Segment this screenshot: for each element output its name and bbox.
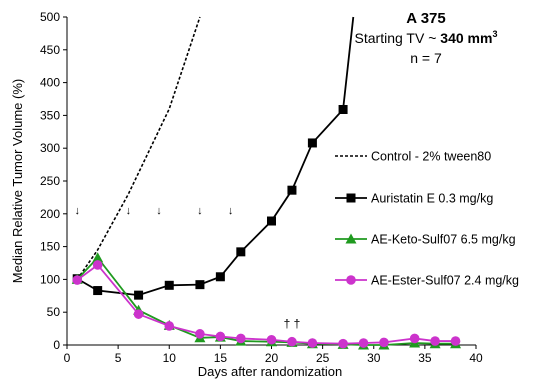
x-tick-label: 10: [163, 351, 177, 365]
death-markers: † †: [284, 316, 301, 330]
dosing-arrow: ↓: [228, 205, 234, 217]
tick-labels: 0 50 100 150 200 250 300 350 400 450 500 0 5 10 15 20 25…: [40, 10, 483, 365]
data-point: [92, 252, 104, 263]
data-point: [379, 337, 389, 348]
series-2: [71, 252, 462, 350]
data-point: [266, 334, 277, 345]
legend-marker: [345, 233, 357, 244]
y-tick-label: 500: [40, 10, 60, 24]
annotation-title: A 375: [406, 10, 445, 27]
data-point: [236, 247, 246, 257]
data-point: [164, 321, 175, 331]
data-point: [134, 290, 144, 300]
data-point: [195, 329, 205, 339]
y-tick-label: 250: [40, 174, 60, 188]
legend-marker: [346, 275, 356, 285]
legend-label: Auristatin E 0.3 mg/kg: [371, 192, 493, 206]
data-point: [450, 336, 461, 346]
y-tick-label: 400: [40, 76, 60, 90]
axes: [63, 16, 477, 349]
legend-item-3: AE-Ester-Sulf07 2.4 mg/kg: [335, 274, 519, 288]
y-tick-label: 200: [40, 207, 60, 221]
annotation-n: n = 7: [410, 50, 442, 66]
data-point: [133, 309, 144, 319]
legend-label: Control - 2% tween80: [371, 150, 491, 164]
y-tick-label: 300: [40, 141, 60, 155]
legend-label: AE-Keto-Sulf07 6.5 mg/kg: [371, 233, 516, 247]
y-tick-label: 50: [47, 305, 61, 319]
data-point: [409, 333, 420, 344]
y-axis-title: Median Relative Tumor Volume (%): [10, 79, 25, 283]
x-tick-label: 15: [214, 351, 228, 365]
data-point: [338, 104, 348, 114]
dosing-arrow: ↓: [197, 205, 203, 217]
legend-item-2: AE-Keto-Sulf07 6.5 mg/kg: [335, 233, 516, 247]
legend: Control - 2% tween80 Auristatin E 0.3 mg/…: [335, 150, 519, 288]
x-tick-label: 35: [418, 351, 432, 365]
series-3: [72, 260, 461, 349]
y-tick-label: 100: [40, 272, 60, 286]
x-tick-label: 0: [64, 351, 71, 365]
data-point: [287, 336, 297, 347]
legend-item-1: Auristatin E 0.3 mg/kg: [335, 192, 493, 206]
x-tick-label: 25: [316, 351, 330, 365]
annotation-starting-tv: Starting TV ~ 340 mm3: [355, 29, 498, 46]
series-line: [76, 16, 355, 297]
data-point: [93, 286, 103, 296]
data-point: [215, 331, 226, 342]
data-point: [307, 138, 317, 148]
data-point: [236, 333, 246, 344]
y-tick-label: 0: [53, 338, 60, 352]
series-line: [76, 16, 201, 280]
x-tick-label: 30: [367, 351, 381, 365]
series-line: [76, 263, 456, 345]
y-tick-label: 450: [40, 43, 60, 57]
legend-label: AE-Ester-Sulf07 2.4 mg/kg: [371, 274, 519, 288]
data-point: [267, 216, 276, 226]
series-0: [76, 16, 201, 280]
x-tick-label: 5: [115, 351, 122, 365]
dosing-arrows: ↓ ↓ ↓ ↓ ↓: [74, 205, 233, 217]
x-axis-title: Days after randomization: [198, 364, 343, 379]
data-point: [307, 338, 318, 348]
series-1: [72, 16, 355, 300]
y-tick-label: 350: [40, 108, 60, 122]
series-line: [76, 256, 456, 346]
plot-area: [71, 16, 462, 350]
legend-marker: [346, 193, 356, 203]
data-point: [72, 275, 83, 285]
dosing-arrow: ↓: [126, 205, 132, 217]
data-point: [287, 185, 297, 195]
x-tick-label: 40: [469, 351, 483, 365]
x-tick-label: 20: [265, 351, 279, 365]
legend-item-0: Control - 2% tween80: [335, 150, 491, 164]
dosing-arrow: ↓: [156, 205, 162, 217]
data-point: [215, 272, 225, 282]
data-point: [195, 280, 205, 290]
annotation-box: A 375 Starting TV ~ 340 mm3 n = 7: [355, 10, 498, 66]
y-tick-label: 150: [40, 240, 60, 254]
data-point: [164, 280, 174, 290]
data-point: [338, 338, 348, 349]
data-point: [92, 260, 103, 270]
data-point: [358, 338, 369, 348]
dosing-arrow: ↓: [74, 205, 80, 217]
data-point: [430, 336, 440, 346]
